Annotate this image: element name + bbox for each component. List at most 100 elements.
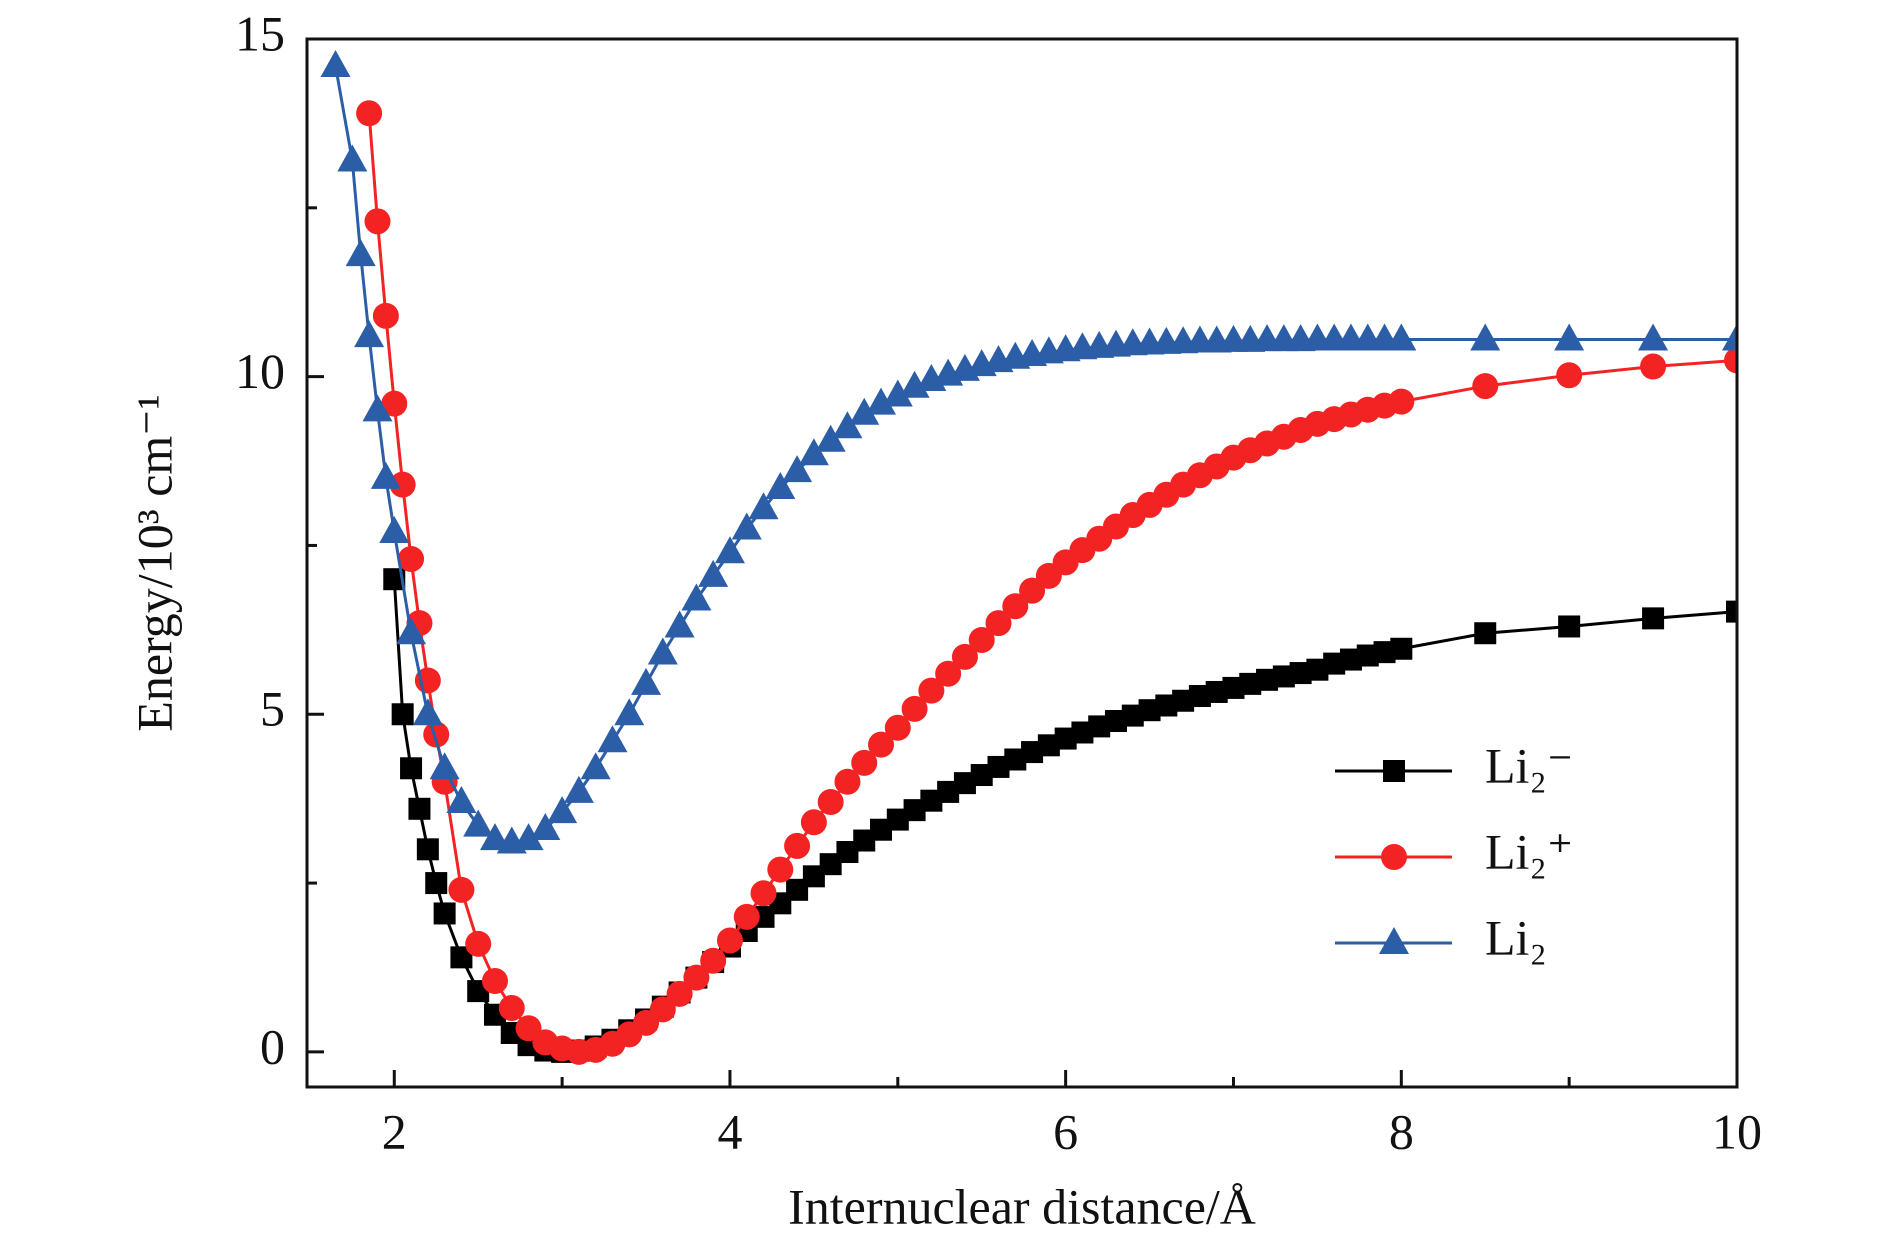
- marker-triangle: [379, 515, 410, 543]
- marker-circle: [1556, 362, 1583, 389]
- marker-circle: [498, 994, 525, 1021]
- marker-square: [1256, 668, 1279, 691]
- marker-circle: [733, 903, 760, 930]
- x-axis-label: Internuclear distance/Å: [788, 1178, 1256, 1234]
- marker-circle: [381, 390, 408, 417]
- marker-triangle: [731, 512, 762, 540]
- y-axis-label: Energy/10³ cm⁻¹: [126, 394, 182, 731]
- marker-square: [903, 799, 926, 822]
- marker-circle: [364, 208, 391, 235]
- marker-square: [1383, 760, 1405, 782]
- marker-square: [416, 838, 439, 861]
- marker-square: [1222, 676, 1245, 699]
- marker-circle: [1472, 373, 1499, 400]
- x-tick-label: 2: [382, 1103, 407, 1159]
- marker-square: [1104, 710, 1127, 733]
- marker-square: [1642, 607, 1665, 630]
- marker-square: [1172, 689, 1195, 712]
- x-tick-label: 8: [1389, 1103, 1414, 1159]
- marker-triangle: [1722, 323, 1737, 351]
- marker-circle: [356, 100, 383, 127]
- marker-circle: [465, 930, 492, 957]
- marker-triangle: [698, 559, 729, 587]
- marker-triangle: [631, 667, 662, 695]
- marker-square: [400, 757, 423, 780]
- marker-circle: [666, 980, 693, 1007]
- marker-square: [408, 797, 431, 820]
- marker-square: [853, 829, 876, 852]
- marker-circle: [398, 545, 425, 572]
- marker-triangle: [446, 786, 477, 814]
- marker-square: [1071, 721, 1094, 744]
- marker-circle: [1002, 593, 1029, 620]
- marker-square: [1054, 727, 1077, 750]
- marker-circle: [817, 789, 844, 816]
- marker-circle: [1640, 353, 1667, 380]
- marker-square: [870, 818, 893, 841]
- legend-label: Li₂: [1485, 909, 1547, 965]
- marker-triangle: [899, 370, 930, 398]
- marker-triangle: [1554, 323, 1585, 351]
- marker-square: [1339, 648, 1362, 671]
- marker-circle: [1388, 388, 1415, 415]
- marker-triangle: [345, 239, 376, 267]
- marker-triangle: [882, 379, 913, 407]
- marker-square: [886, 808, 909, 831]
- marker-square: [819, 853, 842, 876]
- marker-circle: [1019, 577, 1046, 604]
- marker-circle: [716, 927, 743, 954]
- marker-square: [1726, 600, 1737, 623]
- marker-triangle: [832, 411, 863, 439]
- marker-square: [1558, 615, 1581, 638]
- marker-circle: [784, 832, 811, 859]
- marker-triangle: [647, 637, 678, 665]
- marker-triangle: [1379, 927, 1409, 954]
- marker-circle: [750, 880, 777, 907]
- marker-triangle: [530, 813, 561, 841]
- marker-circle: [985, 610, 1012, 637]
- marker-circle: [767, 856, 794, 883]
- marker-circle: [935, 660, 962, 687]
- legend-label: Li₂⁻: [1485, 737, 1573, 793]
- marker-square: [1205, 680, 1228, 703]
- marker-circle: [851, 749, 878, 776]
- marker-square: [1356, 644, 1379, 667]
- marker-circle: [951, 643, 978, 670]
- marker-triangle: [765, 472, 796, 500]
- series-line: [392, 579, 1737, 1054]
- marker-square: [786, 878, 809, 901]
- marker-square: [1272, 665, 1295, 688]
- marker-square: [1037, 734, 1060, 757]
- marker-square: [1121, 704, 1144, 727]
- marker-triangle: [396, 617, 427, 645]
- marker-square: [1004, 748, 1027, 771]
- marker-square: [1306, 658, 1329, 681]
- y-tick-label: 0: [260, 1018, 285, 1074]
- x-tick-label: 6: [1053, 1103, 1078, 1159]
- series-line: [334, 65, 1737, 845]
- marker-square: [1088, 715, 1111, 738]
- marker-triangle: [866, 387, 897, 415]
- marker-square: [987, 755, 1010, 778]
- marker-triangle: [1470, 323, 1501, 351]
- marker-triangle: [681, 583, 712, 611]
- marker-triangle: [513, 823, 544, 851]
- marker-triangle: [412, 698, 443, 726]
- legend-label: Li₂⁺: [1485, 823, 1573, 879]
- y-tick-label: 15: [235, 5, 285, 61]
- marker-triangle: [580, 752, 611, 780]
- marker-triangle: [563, 775, 594, 803]
- marker-square: [1138, 699, 1161, 722]
- marker-square: [1188, 685, 1211, 708]
- marker-circle: [683, 964, 710, 991]
- marker-triangle: [1386, 323, 1417, 351]
- marker-triangle: [337, 144, 368, 172]
- marker-square: [1155, 694, 1178, 717]
- x-tick-label: 4: [717, 1103, 742, 1159]
- plot-area: [320, 50, 1737, 1065]
- marker-circle: [700, 947, 727, 974]
- marker-triangle: [815, 424, 846, 452]
- marker-triangle: [320, 50, 351, 78]
